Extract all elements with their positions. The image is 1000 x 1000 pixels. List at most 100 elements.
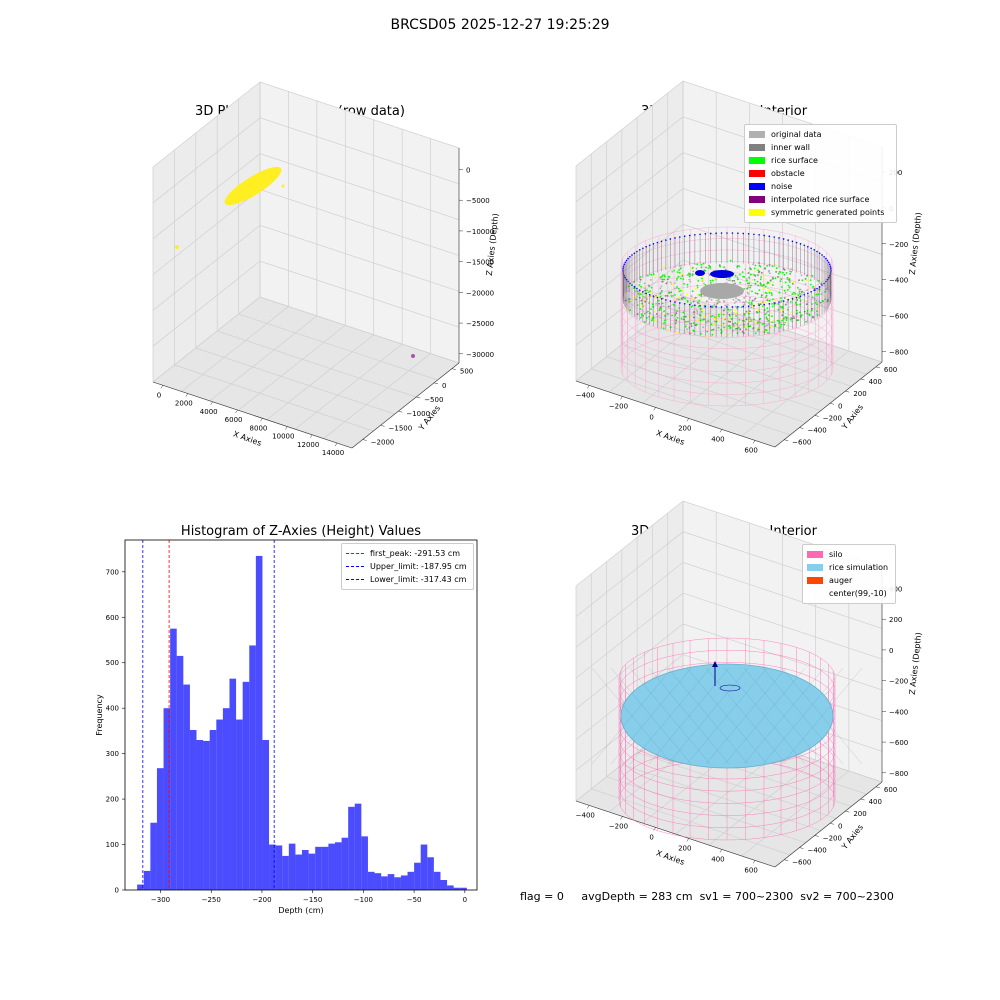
classify-noise-point — [674, 301, 676, 303]
classify-rice-point — [652, 273, 655, 276]
classify-rice-point — [673, 269, 675, 272]
classify-x-tick-mark — [587, 385, 590, 389]
classify-rice-point — [812, 316, 814, 319]
classify-rice-point — [663, 321, 666, 324]
classify-rice-point — [715, 304, 718, 307]
classify-noise-point — [678, 236, 681, 238]
classify-rice-point — [716, 302, 719, 304]
classify-noise-point — [688, 234, 691, 237]
classify-rice-point — [736, 266, 739, 269]
classify-rice-point — [700, 266, 703, 269]
classify-rice-point — [677, 287, 680, 290]
simulation-x-tick-label: 600 — [744, 866, 757, 874]
classify-noise-point — [813, 249, 816, 251]
classify-rice-point — [689, 273, 691, 276]
classify-rice-point — [669, 281, 672, 284]
classify-rice-point — [684, 320, 687, 323]
classify-rice-point — [768, 263, 771, 266]
classify-rice-point — [806, 309, 809, 312]
classify-rice-point — [678, 269, 680, 271]
raw-y-axis — [351, 362, 460, 449]
histogram-bar — [249, 645, 256, 890]
classify-rice-point — [774, 300, 776, 302]
classify-rice-point — [666, 294, 669, 297]
classify-rice-point — [822, 300, 824, 303]
classify-rice-point — [738, 319, 741, 321]
classify-rice-point — [650, 286, 653, 289]
classify-rice-point — [711, 315, 714, 317]
classify-rice-point — [794, 301, 797, 304]
simulation-z-tick-label: −600 — [889, 739, 908, 747]
classify-rice-point — [811, 307, 814, 310]
classify-noise-point — [631, 254, 633, 256]
classify-rice-point — [686, 328, 688, 331]
classify-rice-point — [680, 294, 682, 296]
classify-rice-point — [686, 293, 689, 296]
simulation-z-tick-label: −800 — [889, 770, 908, 778]
classify-rice-point — [748, 277, 751, 280]
classify-rice-point — [713, 277, 716, 280]
classify-rice-point — [654, 319, 657, 322]
simulation-x-tick-label: −200 — [609, 822, 628, 830]
classify-rice-point — [775, 271, 777, 273]
classify-noise-point — [709, 232, 712, 235]
classify-rice-point — [643, 299, 645, 301]
simulation-z-axis-label: Z Axies (Depth) — [908, 632, 924, 695]
classify-noise-point — [638, 289, 641, 291]
simulation-x-tick-label: 0 — [649, 833, 653, 841]
classify-noise-point — [731, 306, 734, 308]
raw-z-tick-label: −25000 — [466, 320, 494, 328]
raw-z-tick-label: −20000 — [466, 289, 494, 297]
classify-rice-point — [759, 321, 762, 324]
legend-line-sample — [346, 553, 364, 554]
classify-rice-point — [725, 327, 728, 329]
classify-rice-point — [685, 324, 687, 326]
classify-rice-point — [727, 304, 729, 306]
classify-rice-point — [717, 326, 720, 329]
classify-y-axis-label: Y Axies — [839, 403, 865, 432]
classify-rice-point — [735, 326, 738, 329]
classify-rice-point — [814, 302, 817, 304]
classify-rice-point — [759, 282, 762, 285]
classify-rice-point — [709, 267, 712, 269]
classify-rice-point — [760, 296, 763, 298]
classify-rice-point — [701, 322, 703, 324]
classify-rice-point — [634, 290, 637, 293]
classify-rice-point — [744, 300, 747, 303]
classify-noise-point — [629, 255, 631, 258]
classify-z-tick-label: −600 — [889, 312, 908, 320]
histogram-y-tick-label: 0 — [115, 887, 119, 895]
classify-wall-grid — [575, 259, 883, 346]
classify-rice-point — [668, 328, 671, 331]
simulation-mesh-line — [743, 667, 825, 765]
classify-rice-point — [780, 309, 783, 312]
classify-wall-grid — [575, 188, 883, 274]
legend-label: rice simulation — [829, 563, 889, 572]
classify-rice-point — [722, 322, 725, 325]
simulation-mesh-line — [591, 667, 673, 765]
classify-rice-point — [647, 284, 650, 287]
classify-rice-point — [662, 305, 665, 308]
classify-rice-point — [791, 320, 793, 323]
classify-rice-point — [760, 301, 763, 304]
raw-y-tick-mark — [398, 410, 403, 413]
classify-rice-point — [667, 275, 670, 278]
classify-rice-point — [718, 315, 720, 318]
classify-rice-point — [751, 278, 754, 281]
classify-rice-point — [675, 319, 678, 322]
simulation-mesh-line — [724, 667, 806, 765]
classify-rice-point — [760, 271, 763, 274]
raw-wall-grid — [152, 153, 460, 239]
raw-x-tick-label: 8000 — [250, 424, 268, 432]
classify-rice-point — [707, 267, 710, 269]
simulation-y-tick-mark — [875, 786, 880, 789]
histogram-bar — [341, 837, 349, 890]
classify-rice-point — [703, 315, 706, 318]
raw-x-axis — [152, 381, 353, 449]
classify-rice-point — [723, 326, 726, 329]
classify-noise-point — [665, 239, 667, 241]
histogram-bar — [447, 885, 454, 890]
classify-rice-point — [654, 276, 656, 279]
classify-rice-point — [676, 271, 679, 273]
classify-rice-point — [659, 307, 661, 310]
